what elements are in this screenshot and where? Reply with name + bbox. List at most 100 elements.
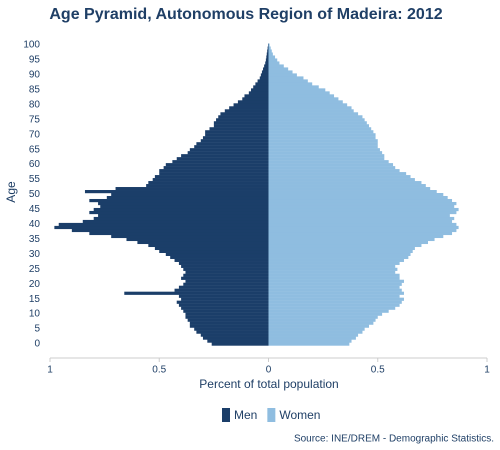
bar (268, 207, 459, 212)
y-tick-label: 80 (29, 99, 41, 110)
bar (111, 193, 269, 197)
bar (268, 252, 411, 256)
bar (176, 157, 269, 161)
bar (260, 73, 269, 77)
bar (268, 187, 431, 191)
bar (267, 49, 269, 53)
bar (268, 198, 453, 203)
bar (268, 181, 422, 185)
bar (196, 330, 269, 334)
bar (146, 184, 269, 188)
bar (268, 219, 453, 224)
bar (268, 109, 354, 113)
bar (115, 187, 269, 191)
bar (159, 172, 269, 176)
bar (205, 133, 269, 137)
bar (268, 309, 389, 313)
bar (268, 88, 326, 92)
bar (263, 67, 269, 71)
bar (58, 222, 269, 227)
bar (268, 303, 400, 307)
bar (233, 103, 269, 107)
bar (268, 228, 457, 233)
bar (268, 172, 407, 176)
bar (178, 303, 269, 307)
bar (268, 336, 356, 340)
bar (71, 228, 269, 233)
bar (268, 82, 313, 86)
bar (268, 118, 365, 122)
bar (268, 261, 400, 265)
bar (106, 195, 269, 200)
bar (268, 163, 394, 167)
bar (98, 213, 269, 218)
bar (205, 130, 269, 134)
bar (148, 243, 269, 248)
bar (268, 70, 293, 74)
bar (268, 210, 457, 215)
bar (268, 204, 455, 209)
y-tick-label: 35 (29, 234, 41, 245)
bar (268, 61, 280, 65)
bar (229, 106, 269, 110)
bar (183, 273, 269, 277)
bar (268, 46, 271, 50)
bar (202, 336, 269, 340)
y-tick-label: 85 (29, 84, 41, 95)
bar (178, 294, 269, 298)
y-tick-label: 50 (29, 189, 41, 200)
bar (100, 204, 269, 209)
bar (268, 333, 359, 337)
bar (189, 321, 269, 325)
y-tick-label: 15 (29, 294, 41, 305)
bar (268, 55, 276, 59)
y-tick-label: 65 (29, 144, 41, 155)
bar (181, 276, 269, 280)
bar (268, 91, 330, 95)
bar (170, 255, 269, 259)
y-tick-label: 75 (29, 114, 41, 125)
bar (194, 145, 269, 149)
bar (268, 243, 422, 248)
bar (268, 106, 352, 110)
x-axis-title: Percent of total population (199, 377, 338, 391)
bar (165, 163, 269, 167)
bar (268, 306, 396, 310)
bar (200, 333, 269, 337)
bar (154, 246, 269, 251)
bar (268, 112, 359, 116)
bar (174, 258, 269, 262)
bar (89, 198, 269, 203)
y-tick-label: 30 (29, 249, 41, 260)
x-tick-label: 1 (47, 365, 53, 376)
bar (268, 157, 385, 161)
bar (268, 142, 378, 146)
bar (268, 321, 374, 325)
bar (268, 124, 370, 128)
legend-swatch (267, 408, 276, 422)
bar (268, 178, 415, 182)
x-tick-label: 0.5 (371, 365, 385, 376)
bar (266, 52, 269, 56)
bar (111, 234, 269, 239)
bar (126, 237, 269, 242)
bar (268, 79, 308, 83)
bar (189, 148, 269, 152)
bar (257, 79, 269, 83)
bar (178, 261, 269, 265)
bar (268, 291, 404, 295)
bar (268, 193, 444, 197)
bar (268, 151, 383, 155)
bar (183, 282, 269, 286)
bar (268, 94, 335, 98)
bar (248, 91, 269, 95)
bar (209, 127, 269, 131)
bar (268, 216, 455, 221)
y-tick-label: 95 (29, 55, 41, 66)
bar (185, 279, 269, 283)
source-note: Source: INE/DREM - Demographic Statistic… (294, 434, 494, 445)
bar (253, 85, 269, 89)
bar (268, 133, 376, 137)
bar (268, 285, 400, 289)
